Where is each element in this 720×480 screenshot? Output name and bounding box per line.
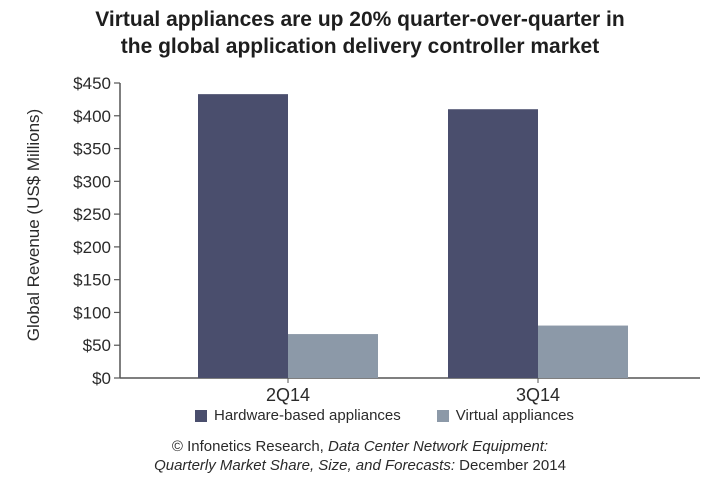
- legend-swatch-hardware: [195, 409, 207, 422]
- y-tick-label: $0: [92, 369, 111, 388]
- source-line-2: Quarterly Market Share, Size, and Foreca…: [0, 456, 720, 475]
- legend-label-virtual: Virtual appliances: [455, 407, 574, 424]
- source-report-title-part-2: Quarterly Market Share, Size, and Foreca…: [154, 457, 456, 474]
- y-tick-label: $450: [73, 74, 111, 93]
- y-axis-label: Global Revenue (US$ Millions): [24, 108, 43, 342]
- source-report-title-part-1: Data Center Network Equipment:: [328, 438, 549, 455]
- legend-item-hardware: Hardware-based appliances: [195, 407, 401, 424]
- bar-virtual-2q14: [288, 334, 378, 378]
- y-tick-label: $150: [73, 271, 111, 290]
- y-tick-label: $400: [73, 107, 111, 126]
- x-tick-label: 2Q14: [266, 385, 310, 405]
- chart-title-line-2: the global application delivery controll…: [120, 35, 600, 58]
- y-tick-label: $250: [73, 205, 111, 224]
- bar-virtual-3q14: [538, 325, 628, 378]
- chart-title: Virtual appliances are up 20% quarter-ov…: [0, 6, 720, 60]
- legend-item-virtual: Virtual appliances: [436, 407, 574, 424]
- chart-title-line-1: Virtual appliances are up 20% quarter-ov…: [95, 8, 625, 31]
- legend-label-hardware: Hardware-based appliances: [214, 407, 401, 424]
- source-line-1: © Infonetics Research, Data Center Netwo…: [0, 437, 720, 456]
- y-tick-label: $300: [73, 172, 111, 191]
- y-tick-label: $350: [73, 140, 111, 159]
- source-citation: © Infonetics Research, Data Center Netwo…: [0, 437, 720, 475]
- bar-hardware-2q14: [198, 94, 288, 379]
- y-tick-label: $100: [73, 303, 111, 322]
- legend: Hardware-based appliances Virtual applia…: [195, 407, 610, 424]
- y-tick-label: $200: [73, 238, 111, 257]
- source-publisher: © Infonetics Research,: [171, 438, 328, 455]
- legend-swatch-virtual: [436, 409, 449, 422]
- bar-hardware-3q14: [448, 109, 538, 378]
- x-tick-label: 3Q14: [516, 385, 560, 405]
- y-tick-label: $50: [83, 336, 111, 355]
- source-date: December 2014: [455, 457, 566, 474]
